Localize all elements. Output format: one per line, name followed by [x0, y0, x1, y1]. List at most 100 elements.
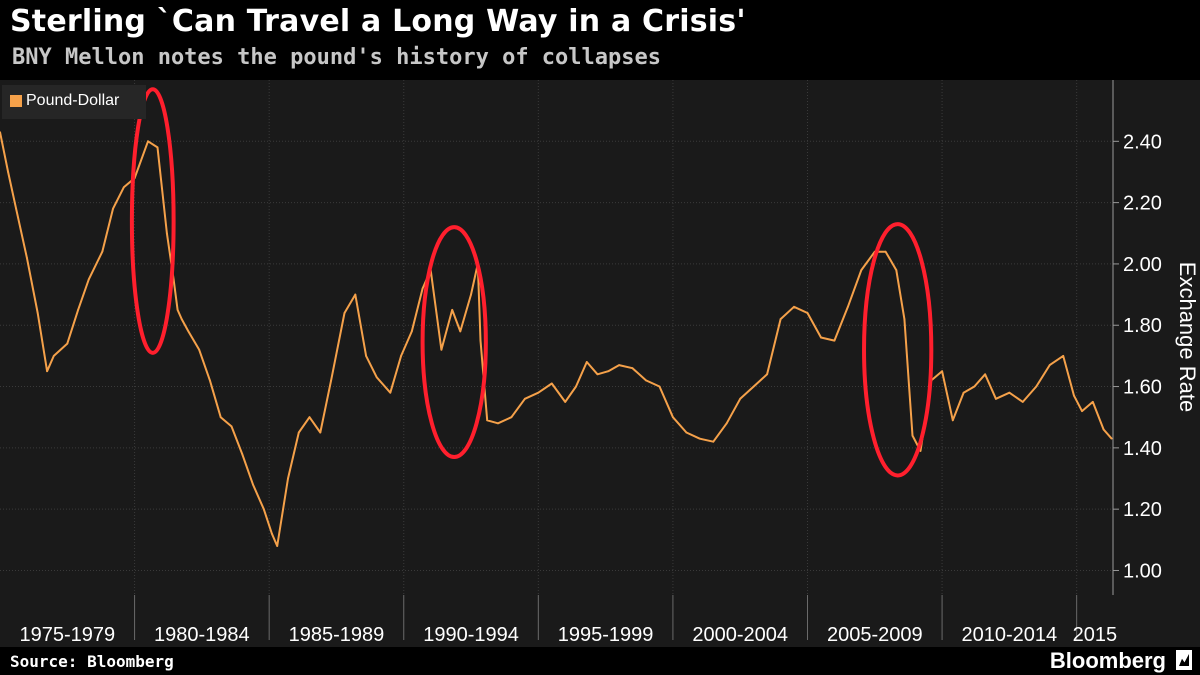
y-tick-label: 1.20 — [1123, 499, 1162, 521]
data-point — [176, 309, 179, 311]
data-point — [698, 437, 701, 440]
data-point — [860, 269, 863, 271]
data-point — [941, 370, 943, 373]
data-point — [1048, 364, 1051, 366]
data-point — [550, 382, 553, 385]
data-point — [806, 312, 809, 314]
x-tick-label: 2000-2004 — [692, 624, 788, 646]
data-point — [833, 339, 836, 342]
data-point — [343, 312, 346, 314]
data-point — [147, 140, 149, 143]
data-point — [585, 361, 588, 363]
footer — [0, 647, 1200, 675]
data-point — [486, 419, 489, 422]
data-point — [421, 287, 424, 290]
axes: 1.00 1.20 1.40 1.60 1.80 2.00 2.20 2.40 1975-197… — [19, 80, 1200, 646]
data-point — [631, 367, 634, 370]
data-point — [252, 483, 254, 486]
data-point — [1081, 410, 1083, 412]
data-point — [122, 186, 125, 189]
brand-logo-text: Bloomberg — [1049, 648, 1166, 673]
data-point — [575, 385, 577, 388]
data-point — [725, 422, 728, 425]
data-point — [410, 330, 413, 333]
data-point — [510, 416, 513, 419]
data-point — [607, 370, 610, 373]
data-point — [308, 416, 311, 419]
y-tick-label: 2.40 — [1123, 131, 1162, 153]
data-point — [7, 171, 9, 173]
x-tick-label: 1985-1989 — [289, 624, 385, 646]
crisis-ellipse — [862, 222, 934, 478]
data-point — [752, 385, 755, 388]
data-point — [658, 385, 661, 388]
data-point — [919, 450, 922, 452]
data-point — [180, 318, 183, 321]
data-point — [262, 508, 265, 511]
crisis-highlights — [129, 87, 934, 478]
data-point — [984, 373, 987, 376]
data-point — [451, 309, 454, 311]
data-point — [903, 318, 906, 321]
data-point — [87, 278, 90, 281]
data-point — [156, 146, 159, 149]
data-point — [911, 434, 914, 437]
data-point — [685, 431, 688, 434]
x-tick-label: 1975-1979 — [19, 624, 115, 646]
x-tick-label: 2015 — [1073, 624, 1118, 646]
data-point — [354, 293, 357, 296]
data-point — [36, 312, 39, 314]
plot-area — [0, 80, 1200, 647]
x-tick-label: 1990-1994 — [423, 624, 519, 646]
bloomberg-chart-icon — [1176, 650, 1192, 670]
data-point — [712, 440, 715, 443]
data-point — [77, 309, 79, 311]
data-point — [101, 250, 104, 253]
data-point — [319, 431, 322, 434]
data-point — [1091, 400, 1094, 403]
data-point — [1110, 437, 1113, 440]
data-point — [459, 330, 462, 333]
x-tick-label: 2010-2014 — [962, 624, 1058, 646]
crisis-ellipse — [129, 87, 176, 355]
x-tick-label: 1980-1984 — [154, 624, 250, 646]
data-point — [895, 269, 898, 271]
y-tick-label: 2.00 — [1123, 254, 1162, 276]
y-tick-label: 1.40 — [1123, 438, 1162, 460]
data-point — [375, 376, 378, 379]
data-point — [15, 207, 18, 210]
data-point — [389, 391, 392, 394]
data-point — [400, 354, 402, 357]
grid-lines — [0, 80, 1113, 595]
data-point — [766, 373, 769, 376]
data-point — [564, 400, 567, 403]
data-point — [779, 318, 782, 321]
data-point — [645, 379, 647, 382]
data-point — [596, 373, 599, 376]
data-point — [297, 431, 300, 434]
data-point — [523, 397, 526, 400]
data-point — [46, 370, 49, 373]
crisis-ellipse — [420, 225, 488, 460]
chart-subtitle: BNY Mellon notes the pound's history of … — [12, 45, 662, 70]
series-line-pound-dollar — [0, 131, 1113, 547]
data-point — [219, 416, 222, 419]
series-layer — [0, 131, 1113, 547]
x-tick-label: 1995-1999 — [558, 624, 654, 646]
data-point — [479, 339, 482, 342]
data-point — [112, 207, 114, 210]
data-point — [365, 354, 367, 357]
data-point — [470, 293, 472, 296]
data-point — [846, 305, 849, 308]
data-point — [793, 305, 795, 308]
data-point — [1021, 400, 1024, 403]
data-point — [618, 364, 620, 366]
data-point — [287, 477, 289, 480]
data-point — [672, 416, 674, 419]
source-note: Source: Bloomberg — [10, 652, 174, 671]
data-point — [537, 391, 540, 394]
chart-header: Sterling `Can Travel a Long Way in a Cri… — [0, 0, 1200, 80]
data-point — [739, 397, 742, 400]
legend-swatch-pound-dollar — [10, 95, 22, 107]
